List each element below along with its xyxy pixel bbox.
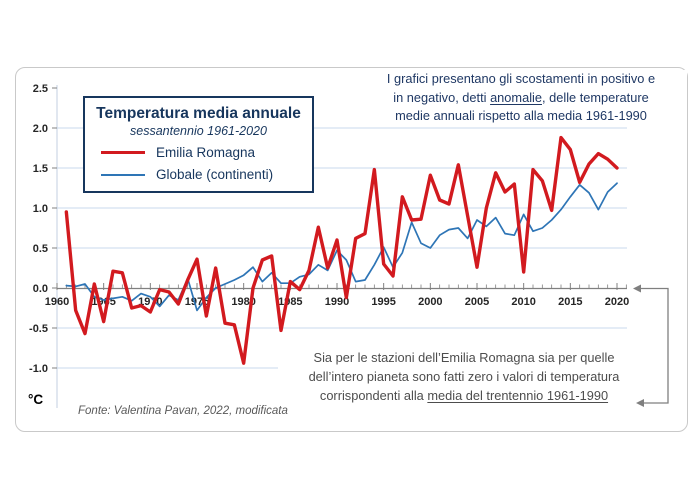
- underlined-phrase-media-trentennio: media del trentennio 1961-1990: [427, 388, 609, 403]
- y-axis-label: 2.5: [33, 83, 48, 95]
- x-axis-label: 1990: [325, 296, 349, 308]
- x-axis-label: 1985: [278, 296, 302, 308]
- underlined-word-anomalie: anomalie: [490, 89, 542, 105]
- x-axis-label: 2005: [465, 296, 489, 308]
- chart-subtitle: sessantennio 1961-2020: [130, 124, 267, 138]
- x-axis-label: 1960: [45, 296, 69, 308]
- y-axis-label: 0.0: [33, 283, 48, 295]
- series-line-emilia-romagna: [64, 135, 619, 365]
- x-axis-label: 1995: [371, 296, 395, 308]
- annotation-line: Sia per le stazioni dell’Emilia Romagna …: [313, 350, 615, 365]
- annotation-anomalies-note: I grafici presentano gli scostamenti in …: [355, 70, 687, 126]
- series-line-globale-continenti-: [65, 182, 618, 312]
- connector-arrowhead-axis: [633, 284, 641, 293]
- y-axis-label: 1.0: [33, 203, 48, 215]
- x-axis-label: 2015: [558, 296, 582, 308]
- connector-arrowhead-text: [636, 399, 644, 407]
- globale-line-swatch: [101, 173, 145, 176]
- annotation-baseline-note: Sia per le stazioni dell’Emilia Romagna …: [278, 348, 650, 405]
- y-axis-label: 2.0: [33, 123, 48, 135]
- figure-frame: [15, 67, 688, 432]
- y-axis-label: -1.0: [29, 363, 48, 375]
- y-axis-unit-label: °C: [28, 392, 44, 407]
- connector-line: [640, 287, 669, 404]
- chart-title: Temperatura media annuale: [96, 105, 301, 122]
- annotation-line: corrispondenti alla media del trentennio…: [319, 388, 609, 403]
- annotation-line: dell’intero pianeta sono fatti zero i va…: [308, 369, 620, 384]
- annotation-line: in negativo, detti anomalie, delle tempe…: [393, 89, 649, 105]
- legend-label-emilia-romagna: Emilia Romagna: [156, 145, 256, 160]
- annotation-line: medie annuali rispetto alla media 1961-1…: [395, 108, 647, 123]
- chart-legend: Temperatura media annuale sessantennio 1…: [83, 96, 314, 193]
- y-axis-label: -0.5: [29, 323, 48, 335]
- x-axis-label: 2010: [511, 296, 535, 308]
- legend-item-emilia-romagna: Emilia Romagna: [101, 145, 312, 160]
- legend-item-globale: Globale (continenti): [101, 167, 312, 182]
- x-axis-label: 2020: [605, 296, 629, 308]
- axis-connector-arrow: [633, 284, 669, 407]
- x-axis-label: 2000: [418, 296, 442, 308]
- legend-label-globale: Globale (continenti): [156, 167, 274, 182]
- annotation-line: I grafici presentano gli scostamenti in …: [386, 71, 656, 86]
- source-credit: Fonte: Valentina Pavan, 2022, modificata: [78, 405, 288, 417]
- y-axis-label: 0.5: [33, 243, 48, 255]
- y-axis-label: 1.5: [33, 163, 48, 175]
- emilia-romagna-line-swatch: [101, 151, 145, 154]
